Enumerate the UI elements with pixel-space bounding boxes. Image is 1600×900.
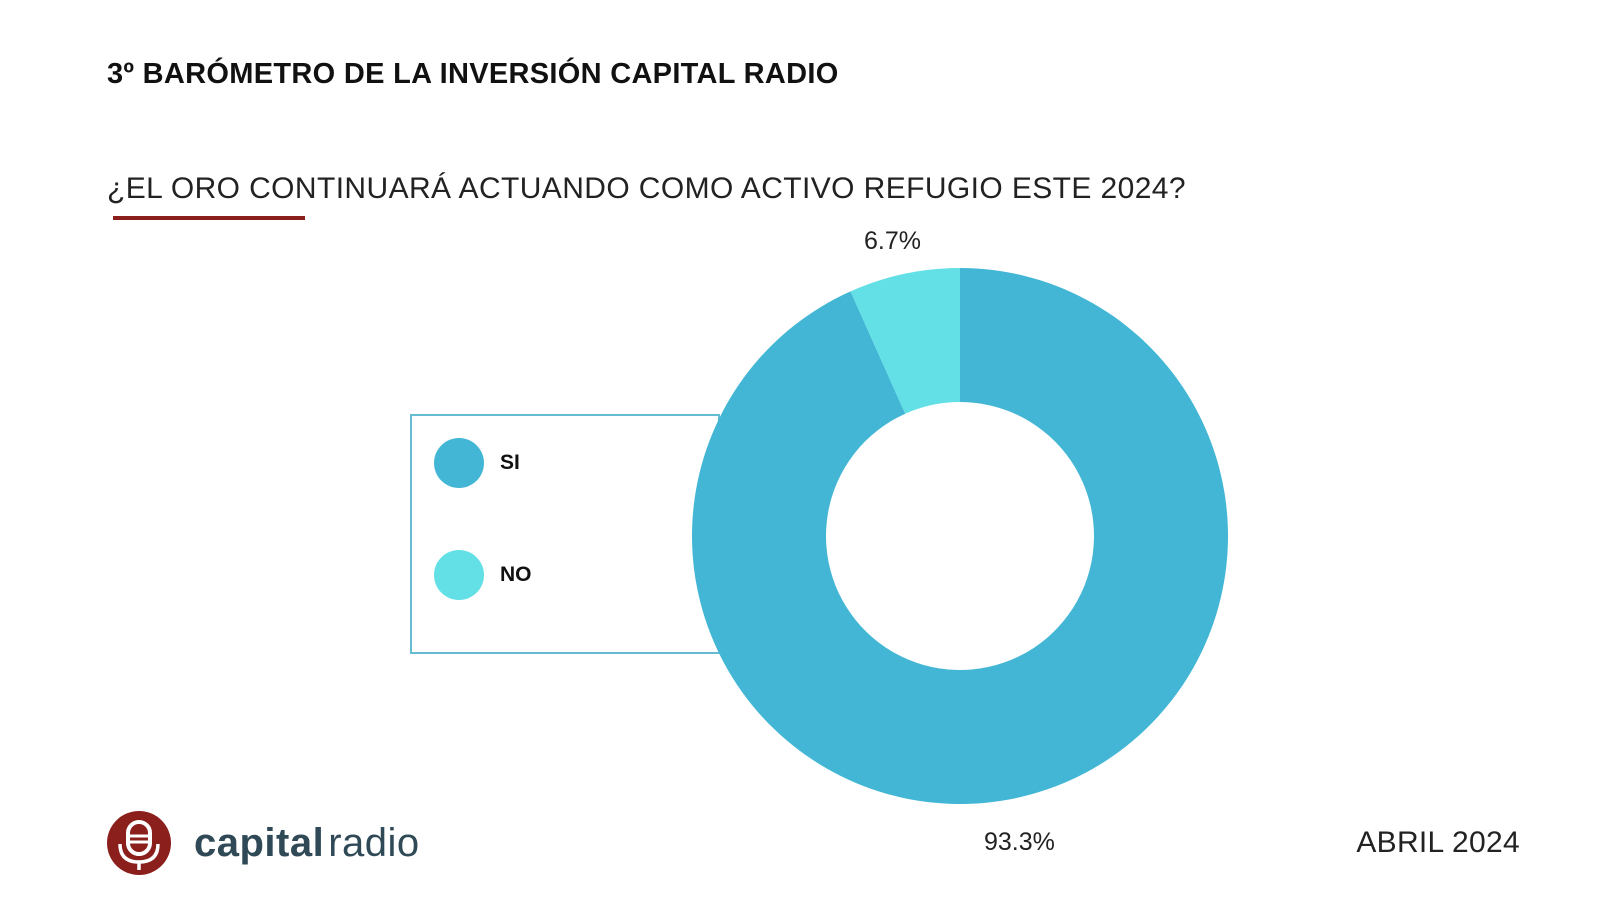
legend-item-no: NO (434, 550, 532, 600)
brand-name-radio: radio (328, 820, 420, 865)
report-date: ABRIL 2024 (1356, 826, 1520, 859)
legend-label-no: NO (500, 563, 532, 586)
legend-swatch-no (434, 550, 484, 600)
legend-item-si: SI (434, 438, 520, 488)
title-underline (113, 216, 305, 220)
chart-legend: SI NO (410, 414, 720, 654)
microphone-logo-icon (107, 811, 171, 875)
legend-swatch-si (434, 438, 484, 488)
brand-name-capital: capital (194, 820, 325, 865)
data-label-no: 6.7% (864, 227, 921, 255)
donut-slice-no (850, 268, 960, 414)
brand-logo: capital radio (106, 810, 420, 876)
page-title: 3º BARÓMETRO DE LA INVERSIÓN CAPITAL RAD… (107, 58, 839, 90)
data-label-si: 93.3% (984, 828, 1055, 856)
brand-name: capital radio (194, 821, 420, 866)
donut-slice-si (691, 268, 1228, 804)
chart-question: ¿EL ORO CONTINUARÁ ACTUANDO COMO ACTIVO … (107, 172, 1186, 205)
legend-label-si: SI (500, 451, 520, 474)
